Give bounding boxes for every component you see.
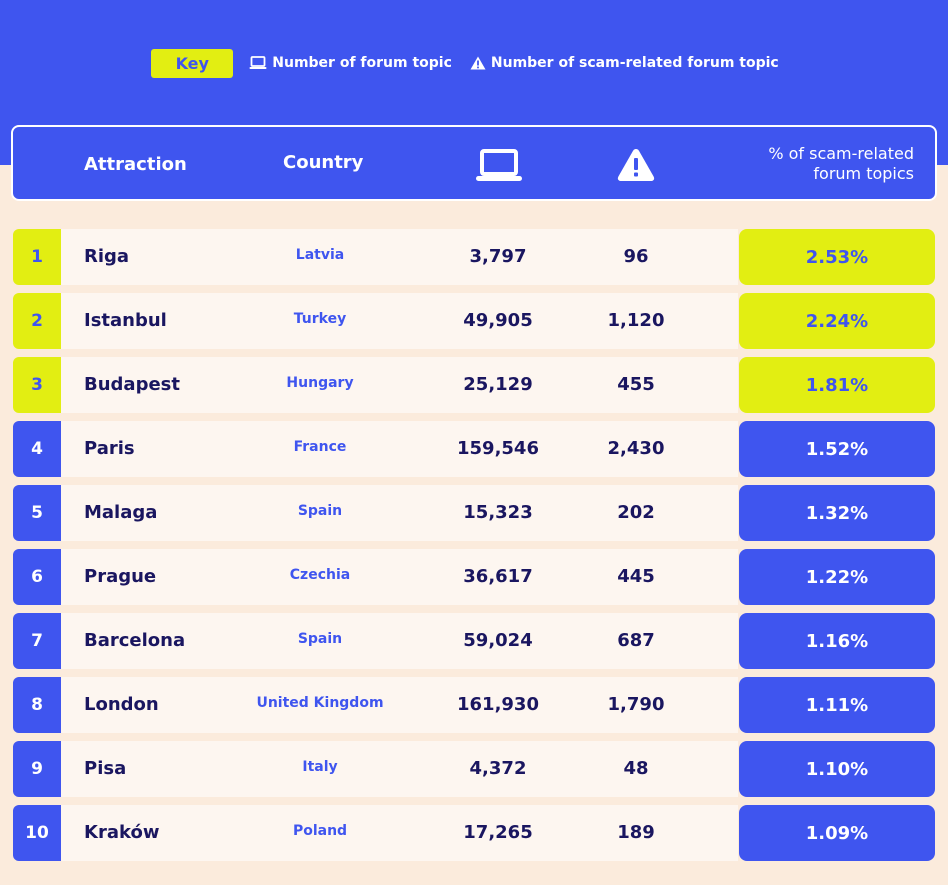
row-background (61, 293, 738, 349)
scam-topics-cell: 2,430 (607, 438, 665, 459)
rank-cell: 7 (13, 613, 61, 669)
warning-icon (617, 149, 655, 181)
column-header-country: Country (283, 152, 364, 173)
scam-percentage-cell: 1.16% (739, 613, 935, 669)
scam-topics-cell: 202 (617, 502, 655, 523)
row-background (61, 805, 738, 861)
country-cell: Spain (297, 503, 343, 519)
scam-percentage-cell: 2.53% (739, 229, 935, 285)
forum-topics-cell: 4,372 (469, 758, 527, 779)
country-cell: Spain (297, 631, 343, 647)
scam-percentage-cell: 1.22% (739, 549, 935, 605)
row-background (61, 613, 738, 669)
rank-cell: 6 (13, 549, 61, 605)
table-row: 3 Budapest Hungary 25,129 455 1.81% (13, 357, 935, 413)
column-header-warning-icon (617, 148, 655, 187)
forum-topics-cell: 15,323 (463, 502, 533, 523)
country-cell: Italy (302, 759, 338, 775)
column-header-pct-line1: % of scam-related (768, 144, 914, 163)
row-background (61, 741, 738, 797)
key-item-scam-topics: Number of scam-related forum topic (470, 55, 779, 71)
attraction-cell: Istanbul (84, 310, 167, 331)
country-cell: Latvia (295, 247, 345, 263)
scam-topics-cell: 189 (617, 822, 655, 843)
table-header: Attraction Country % of scam-related for… (11, 125, 937, 201)
forum-topics-cell: 161,930 (457, 694, 539, 715)
forum-topics-cell: 3,797 (469, 246, 527, 267)
scam-percentage-cell: 2.24% (739, 293, 935, 349)
rank-cell: 8 (13, 677, 61, 733)
forum-topics-cell: 25,129 (463, 374, 533, 395)
attraction-cell: Riga (84, 246, 130, 267)
table-row: 4 Paris France 159,546 2,430 1.52% (13, 421, 935, 477)
key-forum-topics-label: Number of forum topic (272, 55, 452, 71)
attraction-cell: Malaga (84, 502, 158, 523)
attraction-cell: Kraków (84, 822, 160, 843)
rank-cell: 2 (13, 293, 61, 349)
scam-topics-cell: 445 (617, 566, 655, 587)
table-row: 1 Riga Latvia 3,797 96 2.53% (13, 229, 935, 285)
country-cell: Turkey (293, 311, 347, 327)
scam-percentage-cell: 1.11% (739, 677, 935, 733)
warning-icon (470, 56, 486, 70)
attraction-cell: Paris (84, 438, 135, 459)
column-header-attraction: Attraction (84, 154, 187, 175)
forum-topics-cell: 36,617 (463, 566, 533, 587)
attraction-cell: London (84, 694, 159, 715)
country-cell: Czechia (289, 567, 351, 583)
scam-percentage-cell: 1.52% (739, 421, 935, 477)
scam-percentage-cell: 1.81% (739, 357, 935, 413)
scam-percentage-cell: 1.32% (739, 485, 935, 541)
forum-topics-cell: 49,905 (463, 310, 533, 331)
rank-cell: 5 (13, 485, 61, 541)
country-cell: France (293, 439, 347, 455)
laptop-icon (249, 56, 267, 69)
scam-topics-cell: 48 (623, 758, 649, 779)
forum-topics-cell: 159,546 (457, 438, 539, 459)
table-row: 10 Kraków Poland 17,265 189 1.09% (13, 805, 935, 861)
country-cell: United Kingdom (256, 695, 384, 711)
column-header-pct: % of scam-related forum topics (744, 144, 914, 184)
rank-cell: 1 (13, 229, 61, 285)
table-row: 8 London United Kingdom 161,930 1,790 1.11% (13, 677, 935, 733)
row-background (61, 677, 738, 733)
attraction-cell: Pisa (84, 758, 127, 779)
key-badge: Key (151, 48, 234, 78)
row-background (61, 485, 738, 541)
attraction-cell: Prague (84, 566, 157, 587)
laptop-icon (476, 149, 522, 181)
column-header-pct-line2: forum topics (813, 164, 914, 183)
scam-percentage-cell: 1.10% (739, 741, 935, 797)
forum-topics-cell: 59,024 (463, 630, 533, 651)
scam-topics-cell: 687 (617, 630, 655, 651)
forum-topics-cell: 17,265 (463, 822, 533, 843)
row-background (61, 229, 738, 285)
key-legend: Key Number of forum topic Number of scam… (0, 48, 948, 78)
scam-percentage-cell: 1.09% (739, 805, 935, 861)
rank-cell: 4 (13, 421, 61, 477)
rank-cell: 9 (13, 741, 61, 797)
scam-topics-cell: 1,120 (607, 310, 665, 331)
rank-cell: 3 (13, 357, 61, 413)
key-item-forum-topics: Number of forum topic (249, 55, 452, 71)
key-scam-topics-label: Number of scam-related forum topic (490, 55, 779, 71)
scam-topics-cell: 1,790 (607, 694, 665, 715)
column-header-laptop-icon (476, 149, 522, 188)
scam-topics-cell: 455 (617, 374, 655, 395)
scam-topics-cell: 96 (623, 246, 649, 267)
table-row: 9 Pisa Italy 4,372 48 1.10% (13, 741, 935, 797)
row-background (61, 357, 738, 413)
table-row: 2 Istanbul Turkey 49,905 1,120 2.24% (13, 293, 935, 349)
country-cell: Hungary (286, 375, 354, 391)
country-cell: Poland (292, 823, 348, 839)
attraction-cell: Barcelona (84, 630, 186, 651)
table-row: 7 Barcelona Spain 59,024 687 1.16% (13, 613, 935, 669)
attraction-cell: Budapest (84, 374, 180, 395)
table-row: 5 Malaga Spain 15,323 202 1.32% (13, 485, 935, 541)
rank-cell: 10 (13, 805, 61, 861)
row-background (61, 421, 738, 477)
row-background (61, 549, 738, 605)
table-row: 6 Prague Czechia 36,617 445 1.22% (13, 549, 935, 605)
